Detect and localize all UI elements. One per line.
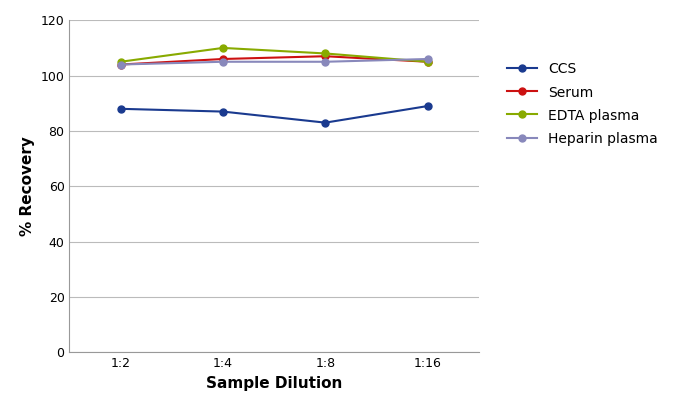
EDTA plasma [423, 59, 432, 64]
Serum [321, 54, 330, 59]
Legend: CCS, Serum, EDTA plasma, Heparin plasma: CCS, Serum, EDTA plasma, Heparin plasma [500, 55, 665, 153]
Y-axis label: % Recovery: % Recovery [20, 136, 35, 236]
Heparin plasma [219, 59, 227, 64]
Line: Heparin plasma: Heparin plasma [117, 55, 431, 68]
CCS [423, 104, 432, 109]
CCS [321, 120, 330, 125]
Line: EDTA plasma: EDTA plasma [117, 45, 431, 65]
X-axis label: Sample Dilution: Sample Dilution [206, 376, 342, 391]
EDTA plasma [219, 45, 227, 50]
CCS [117, 107, 125, 111]
EDTA plasma [117, 59, 125, 64]
Serum [219, 57, 227, 62]
Serum [117, 62, 125, 67]
Line: CCS: CCS [117, 102, 431, 126]
EDTA plasma [321, 51, 330, 56]
CCS [219, 109, 227, 114]
Heparin plasma [321, 59, 330, 64]
Heparin plasma [423, 57, 432, 62]
Line: Serum: Serum [117, 53, 431, 68]
Serum [423, 59, 432, 64]
Heparin plasma [117, 62, 125, 67]
